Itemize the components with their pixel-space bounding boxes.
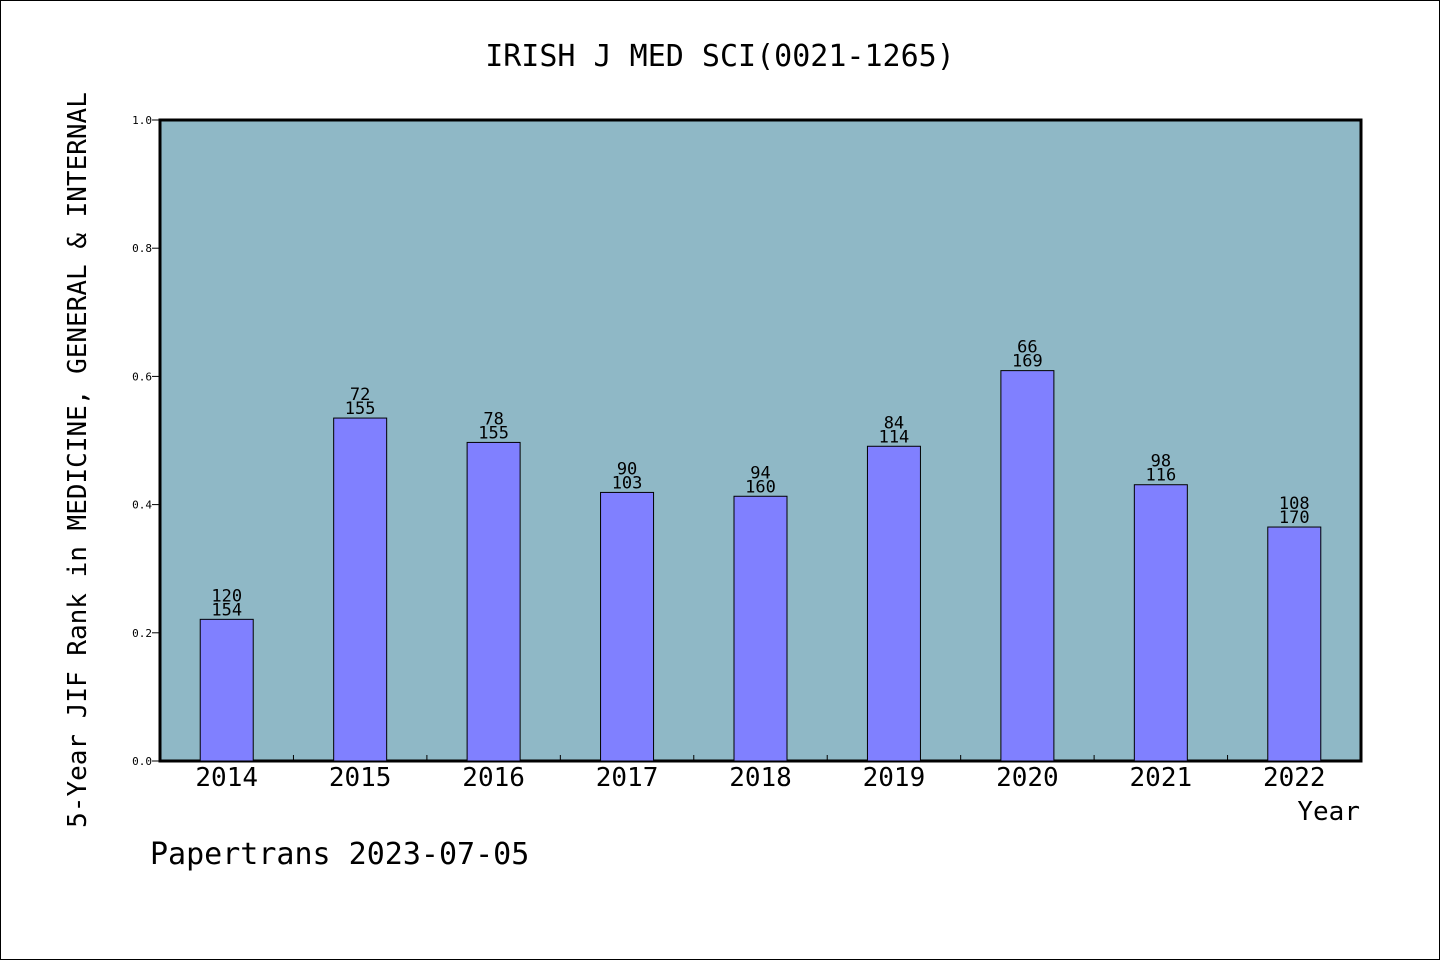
chart-title: IRISH J MED SCI(0021-1265) [485, 39, 955, 74]
bar-2021 [1133, 484, 1188, 762]
y-tick-label: 1.0 [132, 114, 152, 127]
bar-series: 1201547215578155901039416084114661699811… [199, 338, 1322, 762]
x-axis: 2014 2015 2016 2017 2018 2019 2020 2021 2022 [195, 755, 1326, 793]
x-tick-label: 2021 [1130, 763, 1193, 793]
data-label-rank: 98 [1151, 452, 1171, 472]
data-label-rank: 66 [1017, 338, 1037, 358]
x-tick-label: 2020 [996, 763, 1059, 793]
x-tick-label: 2015 [329, 763, 392, 793]
data-label-total: 155 [345, 399, 376, 419]
bar-2015 [333, 417, 388, 762]
bar-2017 [600, 491, 655, 762]
y-axis: 0.0 0.2 0.4 0.6 0.8 1.0 [132, 114, 160, 768]
footer-credit: Papertrans 2023-07-05 [150, 837, 529, 872]
y-tick-label: 0.4 [132, 499, 152, 512]
data-label-rank: 84 [884, 413, 904, 433]
y-tick-label: 0.2 [132, 627, 152, 640]
bar-2014 [199, 618, 254, 762]
data-label-total: 169 [1012, 352, 1043, 372]
x-tick-label: 2018 [729, 763, 792, 793]
bar-2016 [466, 441, 521, 762]
x-tick-label: 2014 [195, 763, 258, 793]
x-tick-label: 2019 [863, 763, 926, 793]
bar-2022 [1267, 526, 1322, 762]
data-label-rank: 120 [211, 586, 242, 606]
y-axis-label: 5-Year JIF Rank in MEDICINE, GENERAL & I… [63, 92, 93, 828]
bar-2018 [733, 495, 788, 762]
y-tick-label: 0.6 [132, 370, 152, 383]
data-label-total: 170 [1279, 508, 1310, 528]
bar-2019 [866, 445, 921, 762]
data-label-total: 114 [879, 427, 910, 447]
data-label-rank: 72 [350, 385, 370, 405]
data-label-rank: 94 [750, 463, 770, 483]
data-label-total: 160 [745, 477, 776, 497]
x-tick-label: 2022 [1263, 763, 1326, 793]
data-label-rank: 90 [617, 459, 637, 479]
y-tick-label: 0.0 [132, 755, 152, 768]
bar-2020 [1000, 370, 1055, 762]
data-label-rank: 108 [1279, 494, 1310, 514]
x-tick-label: 2017 [596, 763, 659, 793]
x-tick-label: 2016 [462, 763, 525, 793]
x-axis-label: Year [1297, 797, 1360, 827]
data-label-total: 155 [478, 423, 509, 443]
y-tick-label: 0.8 [132, 242, 152, 255]
data-label-rank: 78 [483, 409, 503, 429]
data-label-total: 116 [1145, 466, 1176, 486]
data-label-total: 154 [211, 600, 242, 620]
data-label-total: 103 [612, 473, 643, 493]
